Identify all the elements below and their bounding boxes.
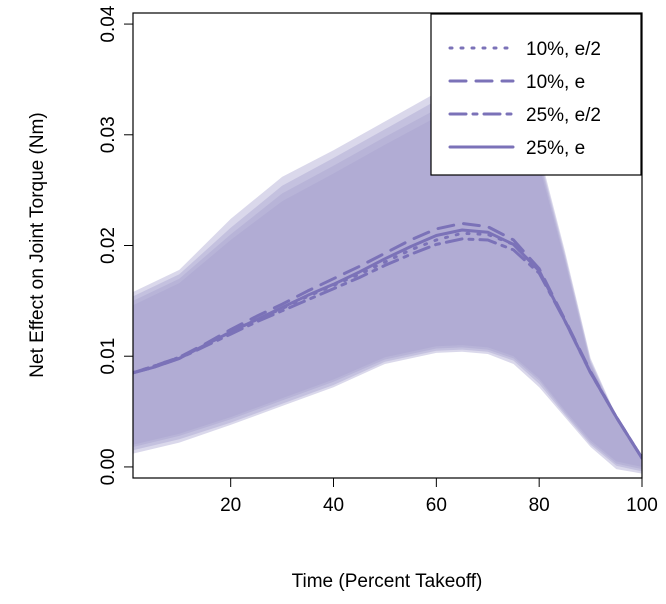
legend-label: 10%, e: [526, 72, 585, 93]
y-tick-label: 0.03: [98, 116, 119, 153]
legend-label: 25%, e/2: [526, 105, 601, 126]
confidence-band: [133, 89, 642, 472]
confidence-bands: [133, 81, 642, 474]
y-axis: 0.00 0.01 0.02 0.03 0.04: [98, 5, 134, 485]
legend-label: 25%, e: [526, 138, 585, 159]
x-tick-label: 80: [529, 495, 550, 516]
series-lines: [133, 221, 642, 460]
x-tick-label: 60: [426, 495, 447, 516]
series-line: [133, 228, 642, 460]
y-tick-label: 0.04: [98, 5, 119, 42]
legend: 10%, e/2 10%, e 25%, e/2 25%, e: [430, 13, 642, 176]
x-axis: 20 40 60 80 100: [220, 477, 658, 516]
confidence-band: [133, 81, 642, 474]
confidence-band: [133, 98, 642, 470]
y-tick-label: 0.00: [98, 448, 119, 485]
legend-label: 10%, e/2: [526, 39, 601, 60]
x-axis-title: Time (Percent Takeoff): [292, 571, 483, 592]
x-tick-label: 100: [626, 495, 658, 516]
y-axis-title: Net Effect on Joint Torque (Nm): [27, 112, 48, 377]
x-tick-label: 20: [220, 495, 241, 516]
y-tick-label: 0.02: [98, 227, 119, 264]
y-tick-label: 0.01: [98, 338, 119, 375]
confidence-band: [133, 106, 642, 467]
x-tick-label: 40: [323, 495, 344, 516]
